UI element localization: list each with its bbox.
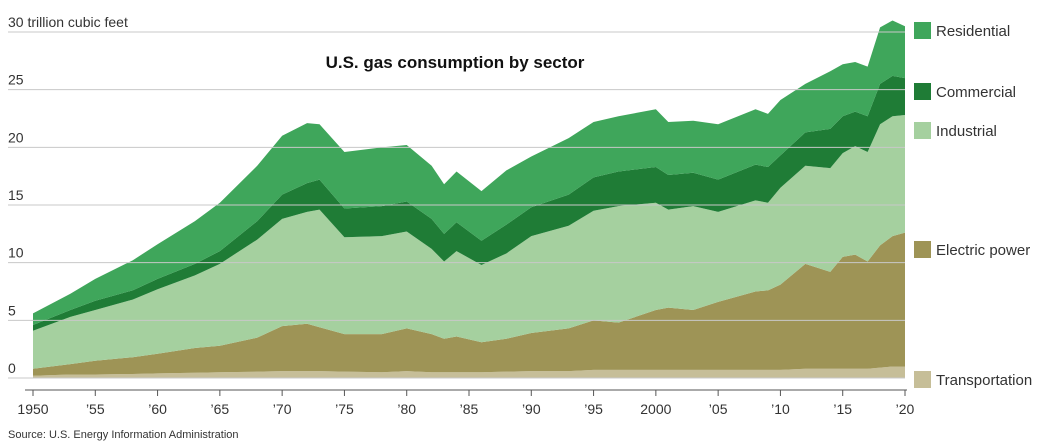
- grid: [8, 31, 905, 379]
- y-tick-label: 0: [8, 360, 16, 376]
- x-tick-label: 1950: [17, 401, 48, 417]
- area: [33, 75, 905, 331]
- legend-swatch: [914, 122, 931, 139]
- y-tick-label: 15: [8, 187, 24, 203]
- x-tick-label: ’80: [397, 401, 416, 417]
- x-tick-label: ’70: [273, 401, 292, 417]
- x-tick-label: ’95: [584, 401, 603, 417]
- legend-label: Transportation: [936, 372, 1032, 389]
- y-tick-label: 20: [8, 129, 24, 145]
- legend-label: Industrial: [936, 123, 997, 140]
- chart-title: U.S. gas consumption by sector: [326, 53, 585, 72]
- x-tick-label: ’65: [211, 401, 230, 417]
- legend-swatch: [914, 83, 931, 100]
- source: Source: U.S. Energy Information Administ…: [8, 429, 239, 441]
- y-tick-label: 30 trillion cubic feet: [8, 14, 128, 30]
- legend-label: Commercial: [936, 84, 1016, 101]
- area: [33, 20, 905, 325]
- x-tick-label: ’55: [86, 401, 105, 417]
- y-tick-label: 5: [8, 302, 16, 318]
- x-tick-label: ’15: [833, 401, 852, 417]
- legend-swatch: [914, 22, 931, 39]
- area: [33, 232, 905, 376]
- x-tick-label: ’85: [460, 401, 479, 417]
- x-tick-label: ’90: [522, 401, 541, 417]
- legend-swatch: [914, 241, 931, 258]
- legend-label: Residential: [936, 23, 1010, 40]
- x-tick-label: 2000: [640, 401, 671, 417]
- y-tick-label: 25: [8, 72, 24, 88]
- x-tick-label: ’10: [771, 401, 790, 417]
- x-tick-label: ’05: [709, 401, 728, 417]
- x-tick-label: ’60: [148, 401, 167, 417]
- y-tick-label: 10: [8, 245, 24, 261]
- area: [33, 115, 905, 369]
- legend-label: Electric power: [936, 242, 1030, 259]
- x-tick-label: ’20: [896, 401, 915, 417]
- legend-swatch: [914, 371, 931, 388]
- areas: [33, 20, 905, 378]
- x-tick-label: ’75: [335, 401, 354, 417]
